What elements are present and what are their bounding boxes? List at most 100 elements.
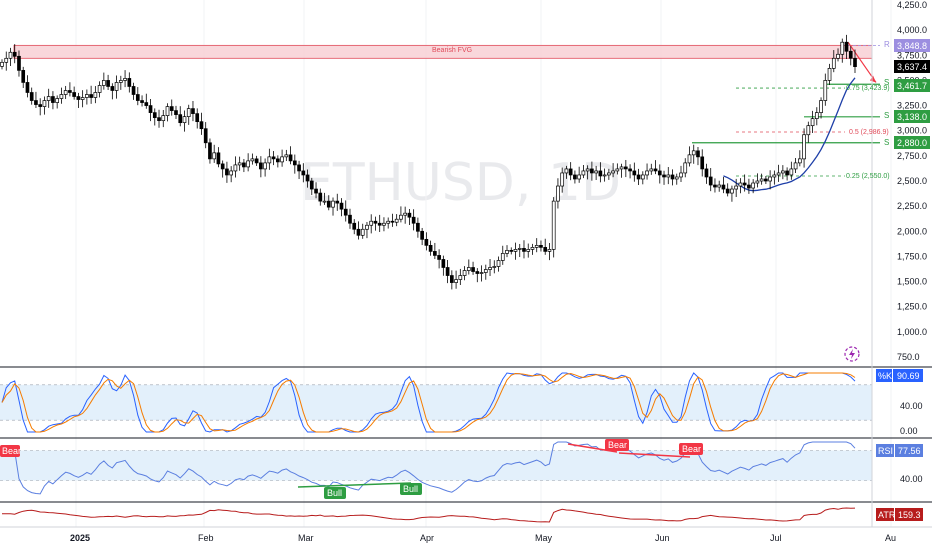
candle xyxy=(471,261,475,275)
candle xyxy=(186,104,191,125)
price-axis-label: 3,000.0 xyxy=(897,126,927,136)
candle xyxy=(793,157,798,174)
candle xyxy=(802,128,806,168)
candle xyxy=(781,165,785,180)
projection-arrow[interactable] xyxy=(847,41,877,83)
lightning-icon[interactable] xyxy=(844,346,860,362)
candle xyxy=(475,268,480,283)
candle xyxy=(263,158,267,177)
rsi-bear-tag-3-text: Bear xyxy=(682,444,701,454)
candle xyxy=(717,180,722,192)
price-axis-label: 2,000.0 xyxy=(897,226,927,236)
candle xyxy=(844,34,849,60)
price-axis-label: 1,000.0 xyxy=(897,327,927,337)
candle xyxy=(704,163,709,184)
candle xyxy=(17,50,21,77)
rsi-bear-tag-3[interactable]: Bear xyxy=(679,443,703,455)
candle xyxy=(751,179,755,194)
candle xyxy=(708,168,713,192)
rsi-bear-tag-2-text: Bear xyxy=(608,440,627,450)
candle xyxy=(721,176,726,194)
candle xyxy=(674,173,679,185)
candle xyxy=(848,46,853,66)
candle xyxy=(577,166,581,183)
candle xyxy=(267,148,272,170)
candle xyxy=(806,121,811,143)
candle xyxy=(335,193,340,211)
candle xyxy=(742,174,747,192)
candle xyxy=(433,242,437,260)
trend-line[interactable] xyxy=(723,77,856,192)
candle xyxy=(666,167,671,185)
candle xyxy=(352,219,357,235)
candle xyxy=(526,243,531,258)
candle xyxy=(225,161,229,183)
candle xyxy=(700,149,705,177)
candle xyxy=(640,171,645,185)
candle xyxy=(420,227,424,246)
overlay-layer xyxy=(13,41,880,192)
rsi-bull-tag-1[interactable]: Bull xyxy=(324,487,346,499)
candle xyxy=(390,213,395,227)
rsi-axis-40: 40.00 xyxy=(900,474,923,484)
candle xyxy=(556,178,560,209)
candle xyxy=(602,168,607,182)
atr-line xyxy=(2,507,856,523)
candle xyxy=(271,151,276,166)
candle xyxy=(543,238,548,255)
time-axis[interactable]: 2025 Feb Mar Apr May Jun Jul Au xyxy=(70,533,896,543)
candle xyxy=(68,82,72,97)
candle xyxy=(157,109,161,128)
candle xyxy=(178,106,183,127)
rsi-bear-tag-1[interactable]: Bear xyxy=(0,445,21,457)
candle xyxy=(51,91,55,110)
candle xyxy=(759,173,764,185)
price-axis[interactable]: 4,250.04,000.03,750.03,500.03,250.03,000… xyxy=(897,0,927,362)
candle xyxy=(63,85,68,100)
candle-layer xyxy=(0,34,857,290)
candle xyxy=(768,170,772,190)
candle xyxy=(670,169,675,186)
candle xyxy=(831,50,836,73)
candle xyxy=(220,160,225,178)
month-label: Au xyxy=(885,533,896,543)
candle xyxy=(114,75,119,99)
candle xyxy=(500,245,505,265)
candle xyxy=(118,75,123,90)
rsi-bull-tag-2[interactable]: Bull xyxy=(400,483,422,495)
support-label-3: S xyxy=(884,138,889,147)
candle xyxy=(827,63,832,85)
candle xyxy=(573,170,577,184)
svg-text:3,848.8: 3,848.8 xyxy=(897,41,927,51)
candle xyxy=(314,182,318,199)
candle xyxy=(492,260,497,274)
candle xyxy=(534,238,539,253)
candle xyxy=(764,175,768,185)
candle xyxy=(517,243,522,258)
rsi-bull-tag-1-text: Bull xyxy=(327,488,342,498)
candle xyxy=(551,197,556,258)
candle xyxy=(322,192,327,205)
candle xyxy=(662,170,666,185)
candle xyxy=(488,258,492,277)
candle xyxy=(823,73,828,106)
rsi-bear-tag-2[interactable]: Bear xyxy=(605,439,629,451)
candle xyxy=(386,217,391,229)
candle xyxy=(318,188,323,206)
candle xyxy=(144,93,149,109)
candle xyxy=(110,83,115,100)
svg-text:3,637.4: 3,637.4 xyxy=(897,62,927,72)
candle xyxy=(216,147,221,168)
candle xyxy=(810,110,815,134)
candle xyxy=(254,155,259,166)
candle xyxy=(276,155,280,168)
candle xyxy=(747,178,751,194)
price-axis-label: 4,000.0 xyxy=(897,25,927,35)
candle xyxy=(437,249,441,269)
candle xyxy=(85,89,89,105)
atr-value: 159.3 xyxy=(898,510,921,520)
candle xyxy=(59,87,64,104)
fvg-label: Bearish FVG xyxy=(432,47,472,54)
